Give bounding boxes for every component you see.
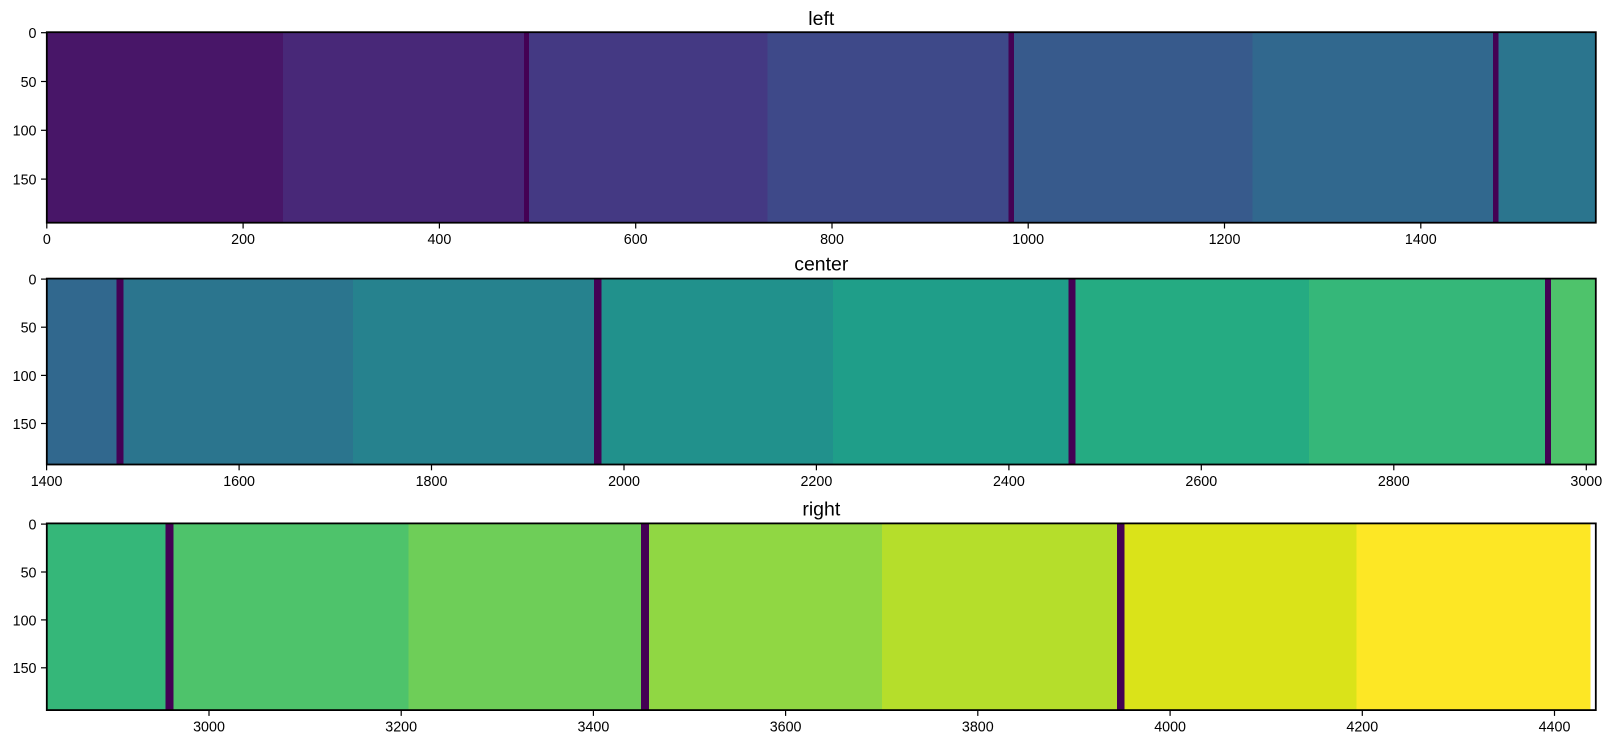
svg-text:600: 600 — [624, 232, 648, 248]
svg-text:1200: 1200 — [1209, 232, 1241, 248]
svg-text:200: 200 — [231, 232, 255, 248]
svg-text:center: center — [794, 253, 849, 275]
svg-text:400: 400 — [427, 232, 451, 248]
svg-text:3400: 3400 — [577, 720, 609, 736]
svg-text:2200: 2200 — [800, 474, 832, 490]
svg-text:3600: 3600 — [770, 720, 802, 736]
svg-text:0: 0 — [29, 273, 37, 289]
svg-text:3200: 3200 — [385, 720, 417, 736]
svg-text:1000: 1000 — [1012, 232, 1044, 248]
svg-text:100: 100 — [13, 124, 37, 140]
svg-text:4200: 4200 — [1346, 720, 1378, 736]
svg-text:3000: 3000 — [1570, 474, 1602, 490]
svg-text:50: 50 — [21, 565, 37, 581]
svg-text:2400: 2400 — [993, 474, 1025, 490]
svg-text:1600: 1600 — [223, 474, 255, 490]
svg-text:0: 0 — [29, 26, 37, 42]
svg-text:3800: 3800 — [962, 720, 994, 736]
svg-text:right: right — [802, 498, 841, 520]
svg-text:150: 150 — [13, 173, 37, 189]
svg-text:2600: 2600 — [1185, 474, 1217, 490]
svg-text:1800: 1800 — [416, 474, 448, 490]
svg-text:left: left — [808, 8, 835, 30]
svg-text:0: 0 — [29, 518, 37, 534]
svg-text:50: 50 — [21, 321, 37, 337]
svg-text:150: 150 — [13, 417, 37, 433]
svg-text:100: 100 — [13, 369, 37, 385]
svg-text:800: 800 — [820, 232, 844, 248]
svg-text:4400: 4400 — [1539, 720, 1571, 736]
svg-text:1400: 1400 — [31, 474, 63, 490]
svg-text:3000: 3000 — [193, 720, 225, 736]
svg-text:4000: 4000 — [1154, 720, 1186, 736]
svg-text:2800: 2800 — [1378, 474, 1410, 490]
svg-text:0: 0 — [43, 232, 51, 248]
svg-text:1400: 1400 — [1405, 232, 1437, 248]
svg-text:150: 150 — [13, 661, 37, 677]
svg-text:2000: 2000 — [608, 474, 640, 490]
svg-text:100: 100 — [13, 613, 37, 629]
svg-text:50: 50 — [21, 75, 37, 91]
